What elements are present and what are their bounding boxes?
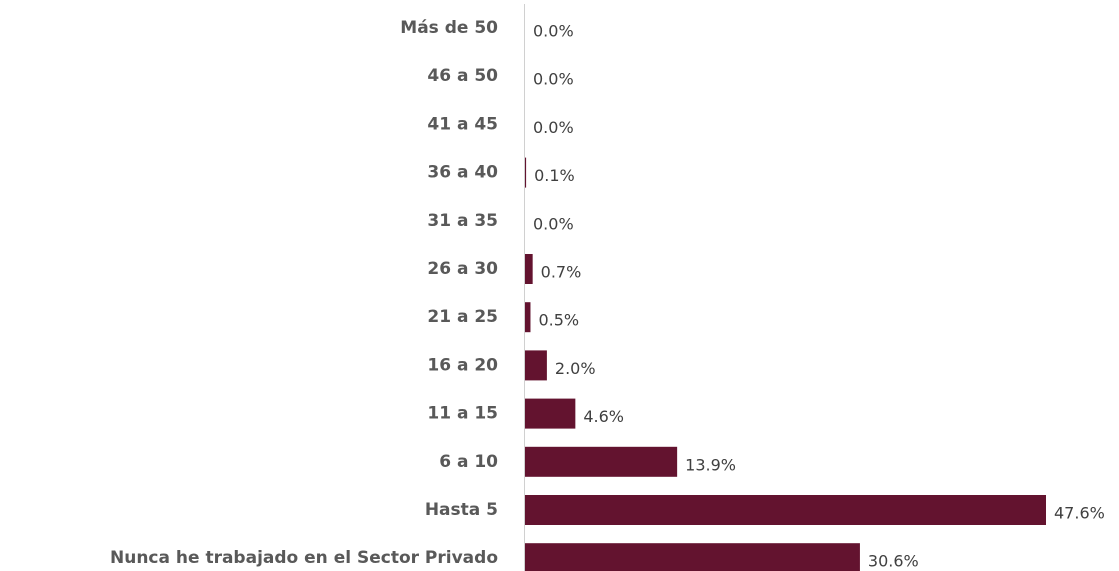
bar [525,398,576,429]
value-label: 0.5% [538,311,579,330]
bar [525,350,547,381]
category-label: 11 a 15 [427,404,498,424]
value-label: 30.6% [868,552,919,571]
bar [525,543,860,571]
value-label: 0.0% [533,70,574,89]
bar [525,302,531,333]
category-label: 26 a 30 [427,259,498,279]
bar [525,495,1046,525]
category-label: 6 a 10 [439,452,498,472]
bar [525,446,678,477]
category-label: 21 a 25 [427,307,498,327]
category-label: 31 a 35 [427,211,498,231]
category-label: Hasta 5 [425,500,498,520]
category-label: 41 a 45 [427,114,498,134]
value-label: 0.0% [533,118,574,137]
value-label: 13.9% [685,455,736,474]
category-label: 36 a 40 [427,163,498,183]
category-label: Más de 50 [400,18,498,38]
value-label: 0.7% [541,263,582,282]
bar [525,254,533,284]
value-label: 4.6% [583,407,624,426]
category-label: 46 a 50 [427,66,498,86]
value-label: 0.1% [534,166,575,185]
value-label: 2.0% [555,359,596,378]
category-label: Nunca he trabajado en el Sector Privado [110,548,498,568]
bar [525,157,527,188]
category-label: 16 a 20 [427,355,498,375]
value-label: 47.6% [1054,504,1105,523]
value-label: 0.0% [533,22,574,41]
value-label: 0.0% [533,214,574,233]
